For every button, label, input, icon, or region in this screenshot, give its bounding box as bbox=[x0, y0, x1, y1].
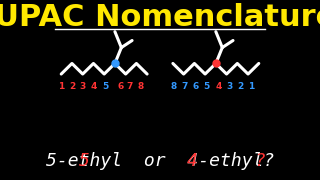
Text: 5: 5 bbox=[79, 152, 90, 170]
Text: 8: 8 bbox=[138, 82, 144, 91]
Text: 7: 7 bbox=[127, 82, 133, 91]
Text: 4: 4 bbox=[90, 82, 97, 91]
Text: 3: 3 bbox=[227, 82, 233, 91]
Text: 5-ethyl  or  4-ethyl?: 5-ethyl or 4-ethyl? bbox=[46, 152, 274, 170]
Text: 3: 3 bbox=[80, 82, 86, 91]
Text: 1: 1 bbox=[248, 82, 254, 91]
Text: 6: 6 bbox=[117, 82, 124, 91]
Text: 8: 8 bbox=[171, 82, 177, 91]
Text: 4: 4 bbox=[186, 152, 197, 170]
Text: 5: 5 bbox=[102, 82, 108, 91]
Text: 7: 7 bbox=[181, 82, 188, 91]
Text: 6: 6 bbox=[192, 82, 198, 91]
Text: 2: 2 bbox=[69, 82, 75, 91]
Text: IUPAC Nomenclature: IUPAC Nomenclature bbox=[0, 3, 320, 32]
Text: 1: 1 bbox=[58, 82, 64, 91]
Text: 2: 2 bbox=[237, 82, 244, 91]
Text: ?: ? bbox=[254, 152, 265, 170]
Text: 5: 5 bbox=[203, 82, 209, 91]
Text: 4: 4 bbox=[216, 82, 222, 91]
